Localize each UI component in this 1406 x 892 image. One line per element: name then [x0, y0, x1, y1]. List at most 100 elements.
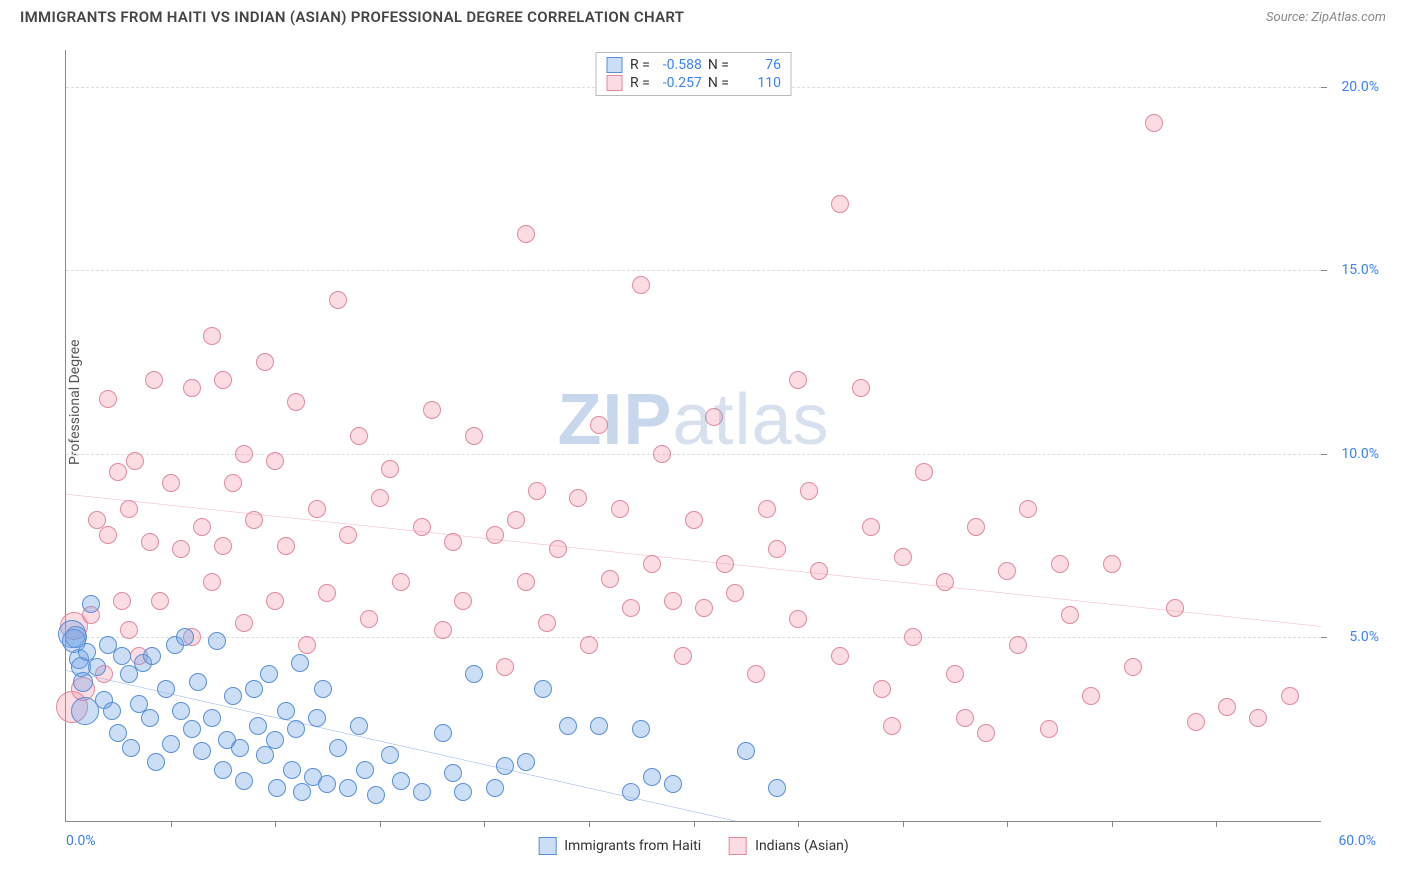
scatter-point-haiti [454, 783, 472, 801]
scatter-point-haiti [632, 720, 650, 738]
scatter-point-indian [444, 533, 462, 551]
scatter-point-indian [256, 353, 274, 371]
scatter-point-indian [339, 526, 357, 544]
scatter-point-indian [162, 474, 180, 492]
scatter-point-indian [298, 636, 316, 654]
scatter-point-haiti [339, 779, 357, 797]
chart-area: Professional Degree ZIPatlas R = -0.588 … [20, 42, 1386, 872]
scatter-point-haiti [590, 717, 608, 735]
scatter-point-indian [203, 573, 221, 591]
x-axis-max-label: 60.0% [1338, 833, 1376, 849]
scatter-point-haiti [103, 702, 121, 720]
scatter-point-indian [1166, 599, 1184, 617]
x-tick-mark [694, 821, 695, 827]
scatter-point-haiti [109, 724, 127, 742]
scatter-point-haiti [82, 595, 100, 613]
stats-legend: R = -0.588 N = 76 R = -0.257 N = 110 [595, 52, 792, 96]
scatter-point-indian [517, 225, 535, 243]
scatter-point-haiti [235, 772, 253, 790]
y-tick-label: 20.0% [1341, 79, 1379, 95]
scatter-point-indian [392, 573, 410, 591]
scatter-point-haiti [203, 709, 221, 727]
x-tick-mark [798, 821, 799, 827]
scatter-point-haiti [88, 658, 106, 676]
scatter-point-indian [611, 500, 629, 518]
scatter-point-indian [894, 548, 912, 566]
x-tick-mark [275, 821, 276, 827]
scatter-point-indian [569, 489, 587, 507]
scatter-point-indian [1051, 555, 1069, 573]
scatter-point-indian [789, 371, 807, 389]
scatter-point-haiti [643, 768, 661, 786]
scatter-point-indian [831, 647, 849, 665]
scatter-point-haiti [314, 680, 332, 698]
stats-swatch-indian [606, 75, 622, 91]
scatter-point-indian [528, 482, 546, 500]
scatter-point-haiti [249, 717, 267, 735]
scatter-point-indian [873, 680, 891, 698]
scatter-point-indian [266, 452, 284, 470]
x-tick-mark [1112, 821, 1113, 827]
scatter-point-haiti [664, 775, 682, 793]
scatter-point-haiti [350, 717, 368, 735]
y-tick-label: 5.0% [1349, 629, 1379, 645]
scatter-point-indian [622, 599, 640, 617]
scatter-point-haiti [157, 680, 175, 698]
scatter-point-indian [967, 518, 985, 536]
scatter-point-indian [1124, 658, 1142, 676]
scatter-point-indian [956, 709, 974, 727]
scatter-point-haiti [308, 709, 326, 727]
x-tick-mark [171, 821, 172, 827]
scatter-point-indian [1218, 698, 1236, 716]
scatter-point-indian [287, 393, 305, 411]
x-tick-mark [1216, 821, 1217, 827]
scatter-point-haiti [283, 761, 301, 779]
scatter-point-indian [590, 416, 608, 434]
scatter-point-haiti [381, 746, 399, 764]
scatter-point-indian [203, 327, 221, 345]
gridline [66, 637, 1321, 638]
scatter-point-haiti [176, 628, 194, 646]
scatter-point-haiti [534, 680, 552, 698]
scatter-point-haiti [141, 709, 159, 727]
scatter-point-indian [946, 665, 964, 683]
scatter-point-indian [172, 540, 190, 558]
scatter-point-indian [549, 540, 567, 558]
y-tick-label: 10.0% [1341, 446, 1379, 462]
scatter-point-haiti [434, 724, 452, 742]
scatter-point-indian [915, 463, 933, 481]
scatter-point-haiti [189, 673, 207, 691]
scatter-point-indian [852, 379, 870, 397]
scatter-point-haiti [356, 761, 374, 779]
scatter-point-haiti [496, 757, 514, 775]
scatter-point-indian [496, 658, 514, 676]
scatter-point-indian [1249, 709, 1267, 727]
scatter-point-indian [235, 614, 253, 632]
scatter-point-indian [705, 408, 723, 426]
scatter-point-indian [936, 573, 954, 591]
scatter-point-indian [643, 555, 661, 573]
scatter-point-haiti [287, 720, 305, 738]
y-tick-mark [1321, 270, 1327, 271]
scatter-point-haiti [291, 654, 309, 672]
scatter-point-haiti [277, 702, 295, 720]
scatter-point-haiti [486, 779, 504, 797]
scatter-point-indian [434, 621, 452, 639]
r-label: R = [630, 75, 650, 91]
scatter-point-indian [862, 518, 880, 536]
scatter-point-indian [1187, 713, 1205, 731]
scatter-point-indian [214, 537, 232, 555]
scatter-point-haiti [73, 672, 93, 692]
scatter-point-indian [413, 518, 431, 536]
scatter-point-indian [308, 500, 326, 518]
scatter-point-indian [151, 592, 169, 610]
scatter-point-indian [1040, 720, 1058, 738]
scatter-point-indian [1145, 114, 1163, 132]
scatter-point-indian [423, 401, 441, 419]
scatter-point-indian [831, 195, 849, 213]
scatter-point-haiti [143, 647, 161, 665]
scatter-point-haiti [172, 702, 190, 720]
scatter-point-haiti [266, 731, 284, 749]
scatter-point-haiti [245, 680, 263, 698]
scatter-point-haiti [517, 753, 535, 771]
